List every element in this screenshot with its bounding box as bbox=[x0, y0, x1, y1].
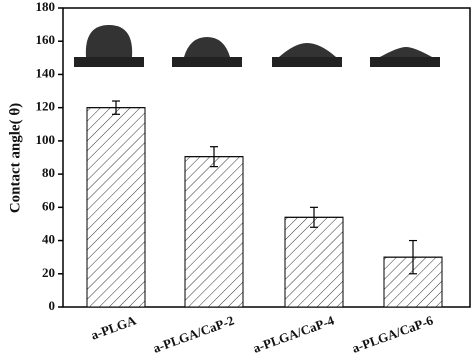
x-tick-label: a-PLGA/CaP-4 bbox=[251, 312, 337, 355]
error-bar bbox=[112, 100, 120, 115]
droplet-images bbox=[74, 25, 440, 67]
error-bar bbox=[409, 239, 417, 275]
y-tick-label: 160 bbox=[36, 32, 56, 47]
y-axis-label: Contact angle( θ) bbox=[7, 103, 23, 213]
error-bar bbox=[210, 146, 218, 168]
y-tick-label: 0 bbox=[49, 298, 56, 313]
y-tick-label: 180 bbox=[36, 0, 56, 14]
bar-hatch bbox=[184, 156, 244, 308]
y-tick-label: 80 bbox=[42, 165, 55, 180]
y-tick-label: 100 bbox=[36, 132, 56, 147]
plot-frame bbox=[62, 7, 471, 308]
x-tick-label: a-PLGA/CaP-6 bbox=[350, 312, 436, 355]
x-tick-label: a-PLGA bbox=[89, 312, 139, 342]
y-tick-label: 40 bbox=[42, 232, 55, 247]
y-tick-label: 120 bbox=[36, 99, 56, 114]
error-bar bbox=[310, 206, 318, 228]
bar-hatch bbox=[284, 216, 344, 308]
y-tick-label: 20 bbox=[42, 265, 55, 280]
x-tick-label: a-PLGA/CaP-2 bbox=[151, 313, 236, 356]
y-tick-label: 60 bbox=[42, 198, 55, 213]
bar-hatch bbox=[86, 107, 146, 308]
y-tick-label: 140 bbox=[36, 65, 56, 80]
